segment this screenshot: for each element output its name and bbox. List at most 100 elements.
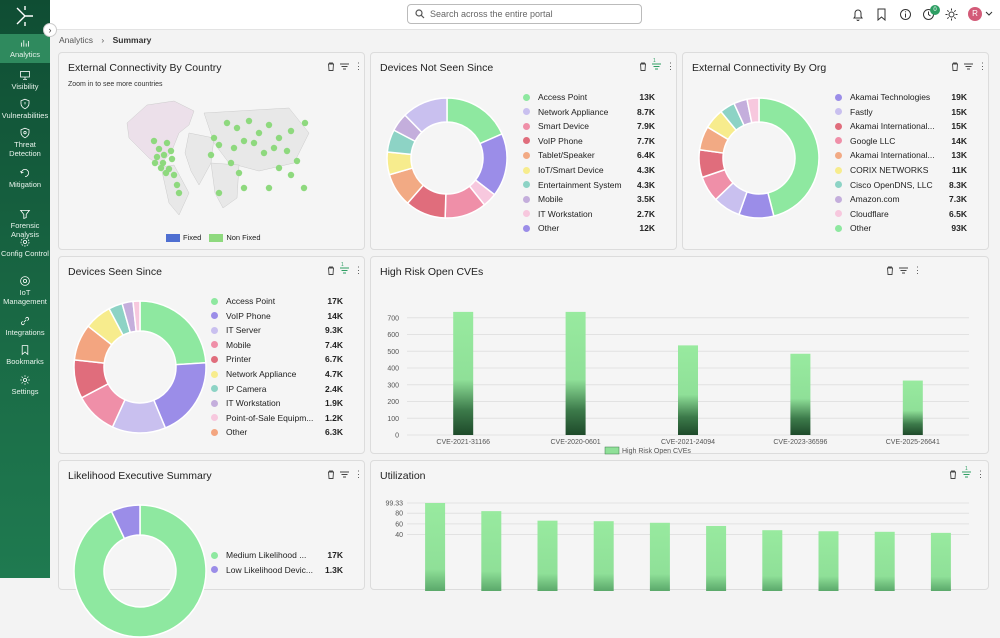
bar[interactable] bbox=[818, 531, 839, 591]
filter-icon[interactable] bbox=[964, 63, 973, 70]
donut-slice[interactable] bbox=[446, 97, 503, 145]
legend-item[interactable]: IT Workstation 2.7K bbox=[523, 208, 658, 220]
map-point[interactable] bbox=[155, 145, 163, 153]
legend-item[interactable]: IT Workstation 1.9K bbox=[211, 397, 346, 409]
bar[interactable] bbox=[425, 503, 446, 591]
legend-item[interactable]: Medium Likelihood ... 17K bbox=[211, 549, 346, 561]
legend-item[interactable]: Network Appliance 4.7K bbox=[211, 368, 346, 380]
legend-item[interactable]: Entertainment System 4.3K bbox=[523, 179, 658, 191]
legend-item[interactable]: Mobile 3.5K bbox=[523, 193, 658, 205]
info-icon[interactable] bbox=[899, 8, 912, 21]
trash-icon[interactable] bbox=[327, 470, 335, 479]
donut-slice[interactable] bbox=[132, 300, 141, 333]
legend-item[interactable]: VoIP Phone 7.7K bbox=[523, 135, 658, 147]
theme-icon[interactable] bbox=[945, 8, 958, 21]
filter-icon[interactable] bbox=[340, 63, 349, 70]
map-point[interactable] bbox=[275, 134, 283, 142]
sidebar-item-config-control[interactable]: Config Control bbox=[0, 233, 50, 262]
map-point[interactable] bbox=[175, 189, 183, 197]
bar[interactable] bbox=[790, 353, 811, 435]
more-icon[interactable]: ⋮ bbox=[913, 265, 922, 275]
donut-slice[interactable] bbox=[110, 504, 141, 540]
legend-item[interactable]: Akamai International... 15K bbox=[835, 120, 970, 132]
sidebar-item-integrations[interactable]: Integrations bbox=[0, 312, 50, 341]
breadcrumb-root[interactable]: Analytics bbox=[59, 35, 94, 45]
bar[interactable] bbox=[762, 530, 783, 591]
map-point[interactable] bbox=[157, 164, 165, 172]
map-point[interactable] bbox=[170, 171, 178, 179]
legend-item[interactable]: Cloudflare 6.5K bbox=[835, 208, 970, 220]
legend-item[interactable]: Amazon.com 7.3K bbox=[835, 193, 970, 205]
legend-item[interactable]: Fastly 15K bbox=[835, 106, 970, 118]
map-point[interactable] bbox=[215, 189, 223, 197]
more-icon[interactable]: ⋮ bbox=[354, 265, 363, 275]
more-icon[interactable]: ⋮ bbox=[976, 469, 985, 479]
legend-item[interactable]: Tablet/Speaker 6.4K bbox=[523, 149, 658, 161]
map-point[interactable] bbox=[227, 159, 235, 167]
map-point[interactable] bbox=[168, 155, 176, 163]
map-point[interactable] bbox=[235, 169, 243, 177]
legend-item[interactable]: Google LLC 14K bbox=[835, 135, 970, 147]
legend-item[interactable]: IoT/Smart Device 4.3K bbox=[523, 164, 658, 176]
map-point[interactable] bbox=[265, 184, 273, 192]
legend-item[interactable]: Network Appliance 8.7K bbox=[523, 106, 658, 118]
bar[interactable] bbox=[678, 345, 698, 435]
map-point[interactable] bbox=[293, 157, 301, 165]
sidebar-item-threat-detection[interactable]: Threat Detection bbox=[0, 124, 50, 161]
map-point[interactable] bbox=[240, 137, 248, 145]
bar[interactable] bbox=[453, 311, 474, 435]
map-point[interactable] bbox=[250, 139, 258, 147]
map-point[interactable] bbox=[245, 117, 253, 125]
trash-icon[interactable] bbox=[886, 266, 894, 275]
legend-item[interactable]: Access Point 17K bbox=[211, 295, 346, 307]
legend-item[interactable]: Mobile 7.4K bbox=[211, 339, 346, 351]
legend-item[interactable]: Other 93K bbox=[835, 222, 970, 234]
map-point[interactable] bbox=[173, 181, 181, 189]
legend-non-fixed[interactable]: Non Fixed bbox=[209, 233, 261, 242]
bar-chart[interactable]: 99.33 80 60 40 bbox=[371, 491, 990, 591]
filter-icon[interactable] bbox=[340, 471, 349, 478]
donut-chart[interactable] bbox=[73, 504, 207, 638]
trash-icon[interactable] bbox=[327, 62, 335, 71]
donut-slice[interactable] bbox=[403, 97, 448, 134]
map-point[interactable] bbox=[153, 153, 161, 161]
map-point[interactable] bbox=[215, 141, 223, 149]
legend-item[interactable]: Point-of-Sale Equipm... 1.2K bbox=[211, 412, 346, 424]
bar[interactable] bbox=[537, 520, 558, 591]
map-point[interactable] bbox=[162, 169, 170, 177]
map-point[interactable] bbox=[151, 159, 159, 167]
bar[interactable] bbox=[874, 531, 895, 591]
filter-icon[interactable] bbox=[899, 267, 908, 274]
donut-chart[interactable] bbox=[73, 300, 207, 434]
more-icon[interactable]: ⋮ bbox=[978, 61, 987, 71]
trash-icon[interactable] bbox=[949, 470, 957, 479]
bookmark-icon[interactable] bbox=[876, 8, 887, 21]
sidebar-item-forensic-analysis[interactable]: Forensic Analysis bbox=[0, 205, 50, 242]
trash-icon[interactable] bbox=[639, 62, 647, 71]
bar[interactable] bbox=[706, 525, 727, 591]
bar-chart[interactable]: 0 100 200 300 400 500 600 700 CVE-2021-31166 CVE-… bbox=[371, 287, 990, 455]
more-icon[interactable]: ⋮ bbox=[666, 61, 675, 71]
legend-swatch[interactable] bbox=[604, 446, 620, 455]
world-map[interactable] bbox=[119, 93, 319, 223]
map-point[interactable] bbox=[210, 134, 218, 142]
search-input[interactable]: Search across the entire portal bbox=[407, 4, 642, 24]
legend-item[interactable]: Smart Device 7.9K bbox=[523, 120, 658, 132]
map-point[interactable] bbox=[167, 147, 175, 155]
trash-icon[interactable] bbox=[951, 62, 959, 71]
map-point[interactable] bbox=[283, 147, 291, 155]
map-point[interactable] bbox=[300, 184, 308, 192]
map-point[interactable] bbox=[233, 124, 241, 132]
legend-item[interactable]: IT Server 9.3K bbox=[211, 324, 346, 336]
bar[interactable] bbox=[649, 522, 670, 591]
bar[interactable] bbox=[593, 521, 614, 591]
legend-item[interactable]: Akamai Technologies 19K bbox=[835, 91, 970, 103]
chevron-down-icon[interactable] bbox=[985, 11, 993, 17]
legend-item[interactable]: Cisco OpenDNS, LLC 8.3K bbox=[835, 179, 970, 191]
sidebar-collapse-button[interactable]: › bbox=[43, 23, 57, 37]
map-point[interactable] bbox=[159, 159, 167, 167]
more-icon[interactable]: ⋮ bbox=[354, 61, 363, 71]
map-point[interactable] bbox=[163, 139, 171, 147]
filter-active-icon[interactable] bbox=[340, 267, 349, 274]
legend-item[interactable]: Other 12K bbox=[523, 222, 658, 234]
